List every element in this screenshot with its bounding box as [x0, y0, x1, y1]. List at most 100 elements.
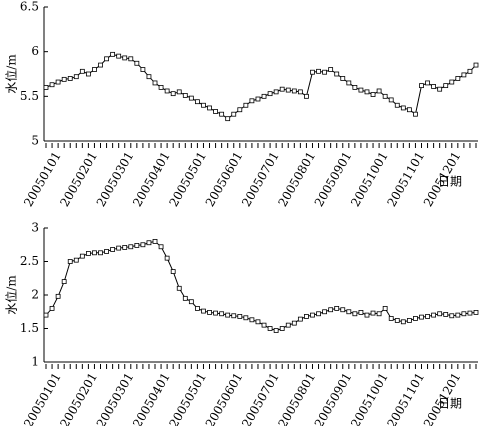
y-tick-label: 5.5 — [20, 89, 39, 103]
marker — [255, 96, 261, 102]
x-axis-label: 日期 — [438, 175, 462, 189]
marker — [110, 51, 116, 57]
marker — [340, 76, 346, 81]
x-tick-label: 20050901 — [312, 149, 355, 209]
marker — [352, 311, 358, 317]
marker — [67, 76, 73, 81]
x-tick-label: 20050101 — [21, 149, 64, 209]
marker — [231, 313, 237, 319]
x-tick-label: 20050201 — [57, 370, 100, 426]
marker — [219, 111, 225, 117]
marker — [467, 68, 473, 74]
marker — [394, 102, 400, 108]
x-tick-label: 20050801 — [275, 370, 318, 426]
marker — [297, 316, 303, 322]
x-tick-label: 20051001 — [348, 149, 391, 209]
x-tick-label: 20050401 — [130, 370, 173, 426]
marker — [388, 316, 394, 321]
marker — [328, 307, 334, 313]
marker — [140, 242, 146, 248]
marker — [98, 250, 103, 256]
marker — [413, 316, 418, 321]
marker — [73, 74, 79, 80]
marker — [170, 91, 176, 97]
marker — [110, 247, 116, 252]
marker — [55, 293, 61, 299]
marker — [43, 85, 49, 90]
marker — [122, 245, 128, 250]
marker — [413, 111, 418, 117]
marker — [437, 86, 443, 92]
marker — [346, 309, 352, 315]
marker — [104, 56, 109, 62]
y-tick-label: 6.5 — [20, 0, 39, 14]
marker — [382, 93, 388, 99]
x-tick-label: 20050701 — [239, 149, 282, 209]
marker — [376, 311, 382, 317]
marker — [419, 83, 424, 89]
x-tick-label: 20051001 — [348, 370, 391, 426]
marker — [316, 311, 321, 317]
x-axis-label: 日期 — [438, 397, 462, 411]
marker — [249, 317, 255, 323]
x-tick-label: 20050501 — [166, 370, 209, 426]
marker — [406, 318, 412, 323]
marker — [201, 308, 206, 314]
marker — [225, 116, 231, 122]
marker — [195, 99, 200, 105]
marker — [352, 85, 358, 90]
y-tick-label: 2.5 — [20, 254, 39, 268]
marker — [273, 328, 279, 333]
marker — [85, 251, 91, 256]
marker — [449, 79, 455, 85]
marker — [207, 105, 212, 111]
marker — [267, 91, 273, 97]
marker — [443, 83, 449, 89]
marker — [382, 305, 388, 311]
marker — [279, 326, 285, 331]
marker — [182, 93, 188, 98]
marker — [243, 315, 249, 321]
chart: 5 5.5 6 6.5 20050101200502012005030120050401… — [4, 0, 479, 209]
marker — [158, 85, 164, 90]
marker — [231, 111, 237, 117]
marker — [273, 89, 279, 95]
marker — [61, 76, 67, 82]
marker — [473, 62, 479, 68]
marker — [461, 311, 467, 317]
marker — [449, 313, 455, 319]
marker — [267, 326, 273, 331]
marker — [304, 93, 309, 99]
y-tick-label: 1 — [31, 355, 39, 369]
marker — [79, 253, 85, 259]
line — [45, 240, 477, 332]
marker — [285, 87, 291, 93]
marker — [370, 92, 376, 97]
marker — [322, 69, 327, 75]
marker — [188, 95, 194, 101]
marker — [237, 107, 243, 113]
marker — [134, 60, 140, 66]
x-tick-label: 20050401 — [130, 149, 173, 209]
marker — [461, 72, 467, 78]
marker — [437, 311, 443, 317]
marker — [182, 295, 188, 301]
marker — [425, 80, 430, 86]
marker — [400, 105, 406, 111]
marker — [213, 310, 218, 316]
marker — [455, 76, 461, 81]
marker — [146, 240, 152, 246]
marker — [49, 82, 55, 88]
x-tick-label: 20051101 — [384, 149, 427, 209]
marker — [334, 305, 340, 311]
x-tick-label: 20050301 — [94, 370, 137, 426]
x-tick-label: 20051101 — [384, 370, 427, 426]
marker — [176, 89, 182, 95]
marker — [128, 56, 134, 62]
marker — [152, 238, 158, 244]
x-tick-label: 20050601 — [203, 149, 246, 209]
marker — [98, 62, 103, 68]
marker — [285, 322, 291, 328]
marker — [443, 312, 449, 317]
